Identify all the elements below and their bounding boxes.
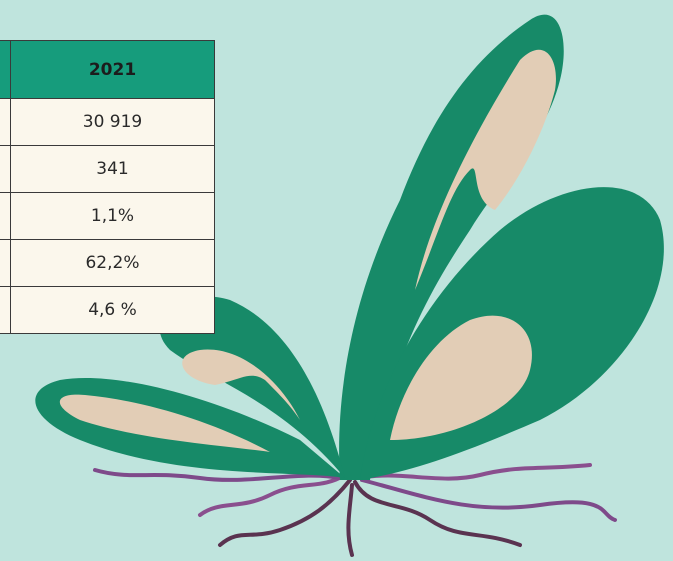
- data-table: 2021 30 919 341 1,1% 62,2% 4,6 %: [0, 40, 215, 334]
- row: 4,6 %: [0, 287, 215, 334]
- column-header: 2021: [11, 41, 215, 99]
- cell: 341: [11, 146, 215, 193]
- cell: 4,6 %: [11, 287, 215, 334]
- cut-cell: [0, 287, 11, 334]
- cell: 30 919: [11, 99, 215, 146]
- row: 30 919: [0, 99, 215, 146]
- row: 341: [0, 146, 215, 193]
- cut-header-cell: [0, 41, 11, 99]
- header-row: 2021: [0, 41, 215, 99]
- cut-cell: [0, 146, 11, 193]
- cut-cell: [0, 99, 11, 146]
- cut-cell: [0, 240, 11, 287]
- cell: 1,1%: [11, 193, 215, 240]
- row: 62,2%: [0, 240, 215, 287]
- cut-cell: [0, 193, 11, 240]
- cell: 62,2%: [11, 240, 215, 287]
- row: 1,1%: [0, 193, 215, 240]
- page: {"table": {"header": "2021", "rows": ["3…: [0, 0, 673, 561]
